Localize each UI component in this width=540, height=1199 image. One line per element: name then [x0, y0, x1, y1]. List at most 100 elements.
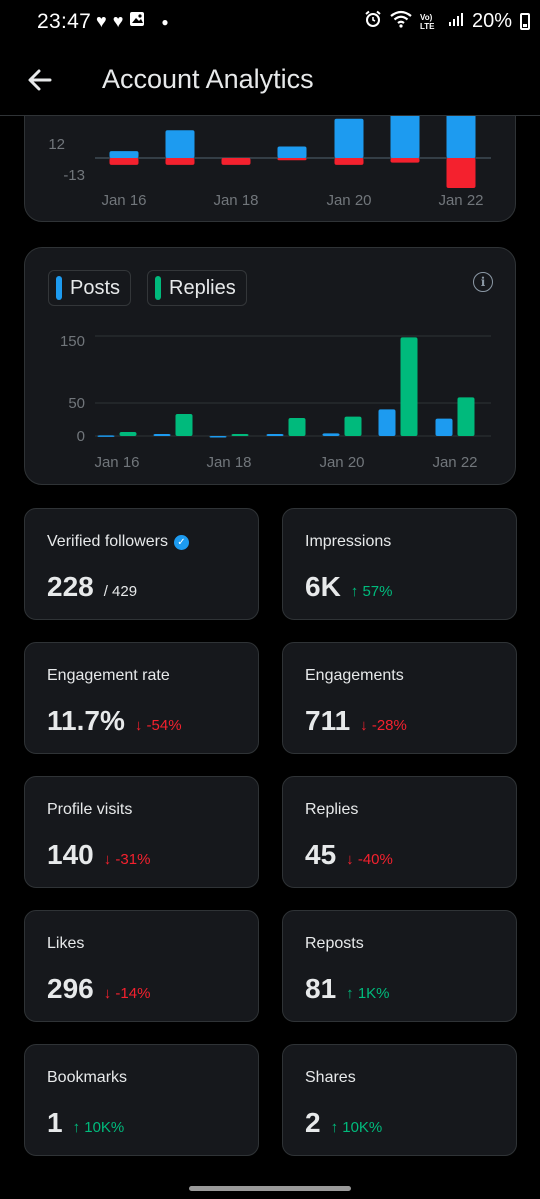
battery-percent: 20% — [471, 10, 512, 32]
metric-bookmarks[interactable]: Bookmarks 1 ↑ 10K% — [24, 1044, 259, 1156]
bar-negative — [334, 158, 364, 165]
bar-posts — [378, 409, 396, 436]
metric-delta: ↓ -31% — [103, 851, 151, 868]
metric-delta: ↓ -40% — [346, 851, 393, 868]
metric-impressions[interactable]: Impressions 6K ↑ 57% — [282, 508, 517, 620]
posts-swatch — [56, 276, 62, 300]
metric-value: 6K — [305, 571, 341, 602]
bar-replies — [288, 418, 306, 436]
metric-label: Engagements — [305, 667, 404, 684]
bar-negative — [390, 158, 420, 163]
app-bar: Account Analytics — [0, 44, 540, 116]
metric-replies[interactable]: Replies 45 ↓ -40% — [282, 776, 517, 888]
dot-icon: ● — [161, 14, 169, 29]
bar-replies — [175, 414, 193, 436]
bar-positive — [334, 118, 364, 158]
x-tick-label: Jan 16 — [101, 192, 146, 209]
metric-label: Bookmarks — [47, 1069, 128, 1086]
bar-negative — [446, 158, 476, 188]
metric-label: Profile visits — [47, 801, 133, 818]
info-icon[interactable]: i — [473, 272, 493, 292]
y-tick-label: 12 — [48, 136, 65, 153]
alarm-icon — [364, 10, 382, 33]
metric-label: Engagement rate — [47, 667, 170, 684]
x-tick-label: Jan 16 — [94, 454, 139, 471]
metric-value: 296 — [47, 973, 94, 1004]
metric-delta: ↑ 1K% — [346, 985, 390, 1002]
x-tick-label: Jan 22 — [438, 192, 483, 209]
y-tick-label: -13 — [63, 167, 85, 184]
back-arrow-icon[interactable] — [24, 64, 56, 96]
bar-posts — [97, 435, 115, 437]
wifi-icon — [390, 10, 412, 33]
x-tick-label: Jan 22 — [432, 454, 477, 471]
notification-icons: ♥ ♥ ● — [96, 11, 169, 32]
metric-value: 45 — [305, 839, 337, 870]
metric-profile-visits[interactable]: Profile visits 140 ↓ -31% — [24, 776, 259, 888]
bar-replies — [344, 416, 362, 436]
x-tick-label: Jan 18 — [213, 192, 258, 209]
heart-icon: ♥ — [112, 11, 124, 31]
metric-value: 140 — [47, 839, 94, 870]
metric-reposts[interactable]: Reposts 81 ↑ 1K% — [282, 910, 517, 1022]
metric-likes[interactable]: Likes 296 ↓ -14% — [24, 910, 259, 1022]
metric-engagement-rate[interactable]: Engagement rate 11.7% ↓ -54% — [24, 642, 259, 754]
metric-shares[interactable]: Shares 2 ↑ 10K% — [282, 1044, 517, 1156]
metric-delta: ↑ 57% — [350, 583, 393, 600]
home-indicator[interactable] — [189, 1186, 351, 1191]
legend-replies-label: Replies — [169, 276, 236, 299]
battery-icon — [520, 13, 530, 30]
bar-posts — [322, 433, 340, 436]
verified-badge-icon: ✓ — [173, 534, 189, 550]
metric-verified-followers[interactable]: Verified followers ✓ 228 / 429 — [24, 508, 259, 620]
metric-delta: ↓ -14% — [103, 985, 151, 1002]
bar-negative — [109, 158, 139, 165]
network-label: Vo) LTE — [419, 12, 435, 31]
bar-negative — [277, 158, 307, 161]
bar-posts — [435, 418, 453, 436]
y-tick-label: 0 — [77, 428, 85, 445]
metric-label: Replies — [305, 801, 359, 818]
activity-chart-card: Posts Replies i 150 50 0 Jan 16 Jan 18 J… — [24, 247, 516, 485]
bar-posts — [153, 434, 171, 436]
metric-total: / 429 — [103, 583, 138, 600]
status-time: 23:47 — [37, 10, 92, 33]
image-icon — [129, 11, 145, 32]
bar-replies — [457, 397, 475, 436]
metric-label: Reposts — [305, 935, 364, 952]
metric-value: 228 — [47, 571, 94, 602]
heart-icon: ♥ — [96, 11, 107, 31]
bar-replies — [119, 432, 137, 436]
bar-replies — [400, 337, 418, 436]
metric-delta: ↑ 10K% — [330, 1119, 383, 1136]
bar-positive — [165, 130, 195, 158]
bar-posts — [266, 434, 284, 436]
bar-positive — [109, 151, 139, 158]
legend-posts-label: Posts — [70, 276, 121, 299]
x-tick-label: Jan 20 — [326, 192, 371, 209]
metric-label: Verified followers — [47, 533, 168, 550]
metric-delta: ↑ 10K% — [72, 1119, 125, 1136]
bar-replies — [231, 434, 249, 436]
metric-value: 1 — [47, 1107, 63, 1138]
x-tick-label: Jan 18 — [206, 454, 251, 471]
x-tick-label: Jan 20 — [319, 454, 364, 471]
y-tick-label: 150 — [60, 333, 85, 350]
metric-value: 11.7% — [47, 705, 125, 736]
system-icons: Vo) LTE 20% — [364, 10, 530, 33]
status-bar: 23:47 ♥ ♥ ● Vo) LTE 20% — [0, 0, 540, 44]
metric-delta: ↓ -28% — [360, 717, 407, 734]
legend-posts[interactable]: Posts — [48, 270, 132, 306]
metric-value: 2 — [305, 1107, 321, 1138]
metric-value: 711 — [305, 705, 351, 736]
metric-delta: ↓ -54% — [134, 717, 182, 734]
metric-label: Shares — [305, 1069, 356, 1086]
legend-replies[interactable]: Replies — [147, 270, 247, 306]
bar-posts — [209, 436, 227, 438]
bar-negative — [221, 158, 251, 165]
metric-label: Impressions — [305, 533, 392, 550]
metric-label: Likes — [47, 935, 85, 952]
y-tick-label: 50 — [68, 395, 85, 412]
metric-engagements[interactable]: Engagements 711 ↓ -28% — [282, 642, 517, 754]
signal-icon — [448, 11, 464, 32]
